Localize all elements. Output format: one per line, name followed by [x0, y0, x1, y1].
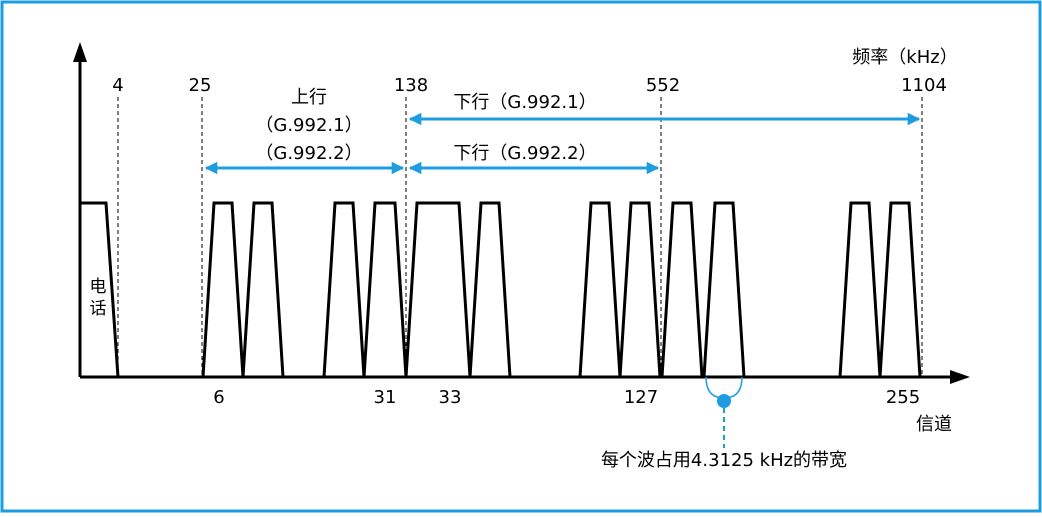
- tone-7: [241, 201, 285, 378]
- phone-band: [80, 201, 120, 378]
- bandwidth-marker-dot: [717, 394, 731, 408]
- freq-tick-1104: 1104: [901, 75, 947, 96]
- downstream-g9922-label: 下行（G.992.2）: [453, 143, 596, 164]
- tone-129: [702, 201, 746, 378]
- freq-tick-138: 138: [394, 75, 428, 96]
- x-axis-arrow: [950, 370, 970, 384]
- upstream-title: 上行: [291, 87, 327, 108]
- tone-6: [201, 201, 245, 378]
- freq-tick-25: 25: [189, 75, 212, 96]
- channel-tick-6: 6: [213, 387, 224, 408]
- channel-tick-labels: 6 31 33 127 255: [213, 387, 920, 408]
- bandwidth-annotation: 每个波占用4.3125 kHz的带宽: [601, 450, 847, 471]
- upstream-std-g9921: （G.992.1）: [255, 115, 362, 136]
- y-axis-arrow: [73, 42, 87, 62]
- freq-tick-552: 552: [646, 75, 680, 96]
- phone-label: 电话: [90, 277, 107, 319]
- channel-axis-label: 信道: [916, 414, 952, 435]
- freq-tick-4: 4: [112, 75, 123, 96]
- downstream-g9921-label: 下行（G.992.1）: [453, 92, 596, 113]
- carrier-tones: [201, 201, 922, 378]
- tone-31: [362, 201, 408, 378]
- tone-255: [878, 201, 922, 378]
- channel-tick-33: 33: [439, 387, 462, 408]
- tone-128: [660, 201, 704, 378]
- channel-tick-31: 31: [374, 387, 397, 408]
- tone-254: [838, 201, 882, 378]
- tone-127: [618, 201, 662, 378]
- frequency-guides: [117, 97, 923, 375]
- tone-126: [578, 201, 622, 378]
- channel-tick-255: 255: [886, 387, 920, 408]
- channel-tick-127: 127: [624, 387, 658, 408]
- frequency-tick-labels: 4 25 138 552 1104: [112, 75, 947, 96]
- frequency-axis-label: 频率（kHz）: [852, 47, 957, 68]
- upstream-std-g9922: （G.992.2）: [255, 143, 362, 164]
- upstream-labels: 上行 （G.992.1） （G.992.2）: [255, 87, 362, 164]
- tone-30: [322, 201, 366, 378]
- tone-33-span: [404, 201, 472, 378]
- tone-34: [468, 201, 512, 378]
